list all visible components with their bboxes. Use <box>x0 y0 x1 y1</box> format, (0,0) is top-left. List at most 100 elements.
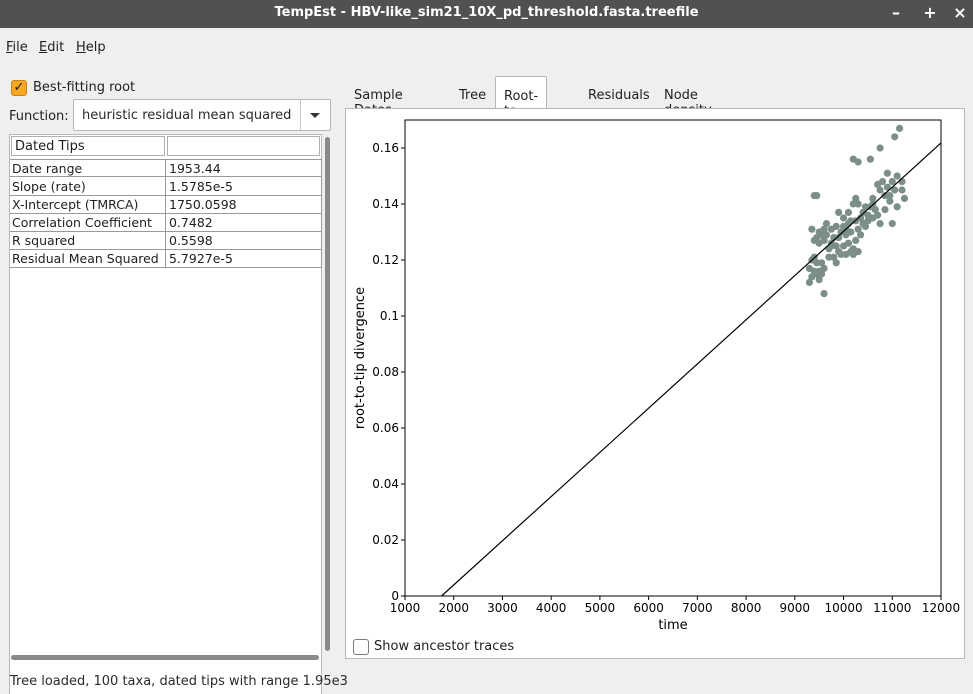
table-row[interactable]: R squared 0.5598 <box>10 232 322 250</box>
best-fitting-root-checkbox[interactable]: ✓ <box>11 80 27 96</box>
y-tick-label: 0 <box>391 589 399 603</box>
menu-edit-label: dit <box>47 40 65 55</box>
function-label: Function: <box>9 109 69 124</box>
table-cell-value: 1953.44 <box>167 160 322 178</box>
table-cell-label: Correlation Coefficient <box>10 214 166 232</box>
table-row[interactable]: Date range 1953.44 <box>10 159 322 178</box>
table-row[interactable]: Slope (rate) 1.5785e-5 <box>10 178 322 196</box>
data-point <box>808 225 816 233</box>
data-point <box>847 217 855 225</box>
table-cell-value: 1750.0598 <box>167 196 322 214</box>
table-cell-value: 0.7482 <box>167 214 322 232</box>
chevron-down-icon <box>310 113 320 118</box>
data-point <box>854 225 862 233</box>
x-axis-label: time <box>658 618 687 629</box>
table-row[interactable]: Residual Mean Squared 5.7927e-5 <box>10 250 322 268</box>
close-button[interactable]: × <box>953 3 967 22</box>
menu-help[interactable]: Help <box>76 40 106 55</box>
table-cell-value: 5.7927e-5 <box>167 250 322 268</box>
table-cell-label: R squared <box>10 232 166 250</box>
function-select-value: heuristic residual mean squared <box>82 108 292 123</box>
function-select-toggle[interactable] <box>300 100 330 130</box>
table-row[interactable]: Correlation Coefficient 0.7482 <box>10 214 322 232</box>
function-select[interactable]: heuristic residual mean squared <box>73 99 331 131</box>
data-point <box>813 192 821 200</box>
menu-edit[interactable]: Edit <box>39 40 64 55</box>
y-tick-label: 0.06 <box>372 421 399 435</box>
table-cell-label: X-Intercept (TMRCA) <box>10 196 166 214</box>
statistics-table: Dated Tips Date range 1953.44 Slope (rat… <box>9 134 322 694</box>
show-ancestor-traces-label: Show ancestor traces <box>374 639 515 654</box>
data-point <box>854 158 862 166</box>
data-point <box>861 203 870 211</box>
data-point <box>857 231 865 239</box>
x-tick-label: 12000 <box>922 601 960 615</box>
tab-residuals[interactable]: Residuals <box>588 88 650 103</box>
data-point <box>815 276 823 284</box>
data-point <box>864 217 872 225</box>
menu-help-label: elp <box>85 40 106 55</box>
x-tick-label: 8000 <box>731 601 762 615</box>
table-header-value[interactable] <box>167 136 320 156</box>
data-point <box>820 264 828 272</box>
table-cell-label: Slope (rate) <box>10 178 166 196</box>
data-point <box>818 259 826 267</box>
data-point <box>844 208 853 216</box>
x-tick-label: 7000 <box>682 601 713 615</box>
y-tick-label: 0.1 <box>380 309 399 323</box>
data-point <box>881 206 889 214</box>
data-point <box>822 220 831 228</box>
menu-file[interactable]: File <box>6 40 28 55</box>
data-point <box>820 236 828 244</box>
show-ancestor-traces-checkbox[interactable] <box>353 639 369 655</box>
data-point <box>849 250 857 258</box>
data-point <box>830 253 838 261</box>
window-title: TempEst - HBV-like_sim21_10X_pd_threshol… <box>274 5 699 20</box>
data-point <box>820 225 828 233</box>
data-point <box>869 194 877 202</box>
tab-node-density[interactable]: Node density <box>664 88 712 118</box>
root-to-tip-chart: 1000 2000 3000 4000 5000 6000 7000 8000 9000 1000… <box>353 119 960 629</box>
x-tick-label: 9000 <box>780 601 811 615</box>
data-point <box>874 180 882 188</box>
table-horizontal-scrollbar[interactable] <box>11 655 319 660</box>
table-row[interactable]: X-Intercept (TMRCA) 1750.0598 <box>10 196 322 214</box>
table-vertical-scrollbar[interactable] <box>325 137 330 651</box>
data-point <box>861 222 870 230</box>
table-header-dated-tips[interactable]: Dated Tips <box>11 136 165 156</box>
data-point <box>832 259 840 267</box>
tab-tree[interactable]: Tree <box>459 88 487 103</box>
tab-sample-dates[interactable]: Sample Dates <box>354 88 403 118</box>
regression-line <box>441 142 942 597</box>
menu-file-label: ile <box>12 40 28 55</box>
menu-file-mnemonic: F <box>6 40 13 55</box>
menu-bar: File Edit Help <box>0 28 973 64</box>
best-fitting-root-label: Best-fitting root <box>33 80 136 95</box>
x-tick-label: 1000 <box>390 601 421 615</box>
data-point <box>886 192 894 200</box>
x-tick-label: 5000 <box>585 601 616 615</box>
data-point <box>900 194 909 202</box>
table-cell-value: 1.5785e-5 <box>167 178 322 196</box>
x-tick-label: 2000 <box>438 601 469 615</box>
data-point <box>822 231 831 239</box>
y-axis-label: root-to-tip divergence <box>353 287 368 429</box>
left-panel: ✓ Best-fitting root Function: heuristic … <box>0 64 340 694</box>
data-point <box>849 200 857 208</box>
maximize-button[interactable]: + <box>923 3 937 22</box>
data-point <box>898 186 906 194</box>
data-point <box>827 225 835 233</box>
data-point <box>844 239 853 247</box>
tab-root-to-tip[interactable]: Root-to-tip <box>495 76 548 134</box>
data-point <box>891 186 899 194</box>
root-to-tip-panel: 1000 2000 3000 4000 5000 6000 7000 8000 9000 1000… <box>345 108 965 659</box>
data-point <box>883 183 892 191</box>
checkmark-icon: ✓ <box>13 80 25 95</box>
minimize-button[interactable]: – <box>892 3 900 22</box>
data-point <box>888 178 896 186</box>
y-tick-label: 0.16 <box>372 141 399 155</box>
table-cell-value: 0.5598 <box>167 232 322 250</box>
data-point <box>883 169 892 177</box>
data-point <box>859 208 867 216</box>
data-point <box>842 231 850 239</box>
